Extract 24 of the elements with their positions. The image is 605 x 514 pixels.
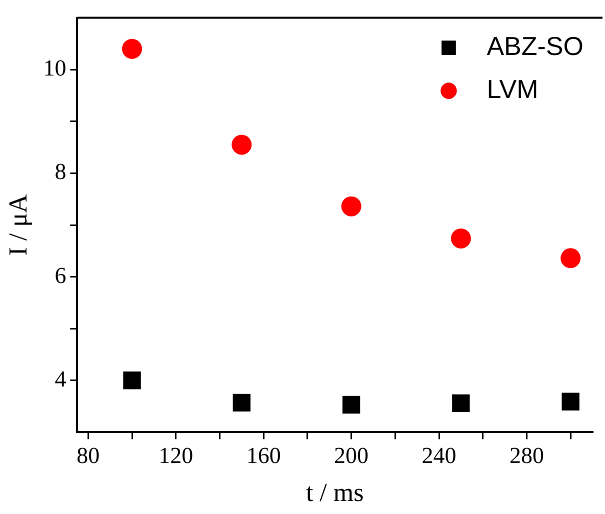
point [450,228,471,248]
y-tick-label: 4 [54,366,67,392]
x-tick-label: 160 [246,443,281,468]
y-tick-label: 8 [54,159,66,184]
point [562,392,580,410]
point [342,396,360,414]
legend-label: LVM [486,74,538,104]
y-tick-label: 10 [43,56,66,81]
point [232,394,250,412]
x-tick-label: 80 [76,443,100,468]
legend-label: ABZ-SO [486,30,584,61]
x-axis-title: t / ms [306,478,364,508]
point [560,248,581,268]
point [452,394,470,412]
point [341,196,362,216]
y-axis-title: I / μA [3,194,32,256]
point [232,134,252,155]
x-tick-label: 200 [334,443,369,468]
x-tick-label: 280 [509,443,544,468]
x-tick-label: 120 [158,443,194,468]
y-tick-label: 6 [54,262,66,288]
x-tick-label: 240 [422,443,456,468]
point [122,38,142,59]
point [123,372,141,390]
